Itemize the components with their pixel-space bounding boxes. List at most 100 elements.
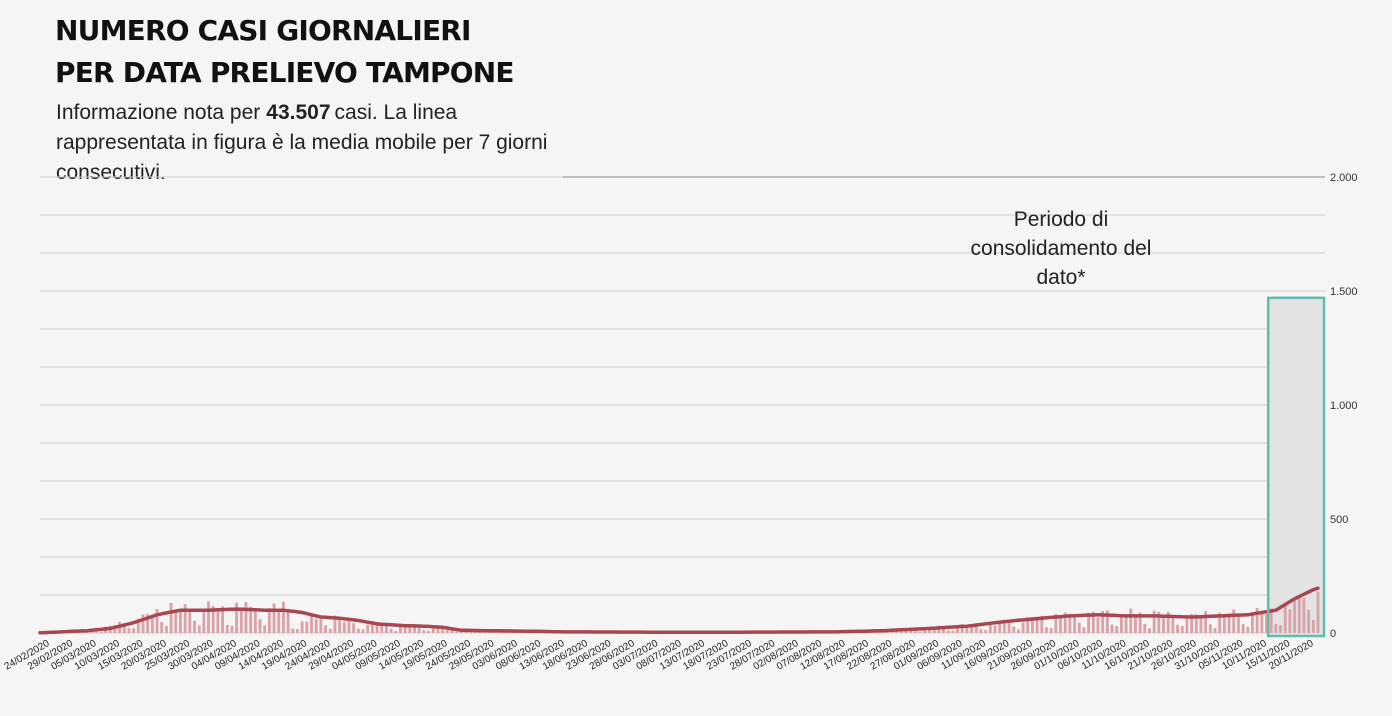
y-tick-label: 0 bbox=[1330, 628, 1336, 640]
daily-bar bbox=[328, 628, 332, 633]
daily-bar bbox=[399, 624, 402, 633]
daily-bar bbox=[1101, 611, 1105, 633]
daily-bar bbox=[1222, 616, 1226, 633]
daily-bar bbox=[492, 632, 496, 633]
daily-bar bbox=[1260, 611, 1264, 633]
daily-bar bbox=[1162, 615, 1165, 633]
daily-bar bbox=[417, 626, 421, 633]
daily-bar bbox=[1190, 614, 1194, 633]
daily-bar bbox=[1016, 629, 1020, 633]
daily-bar bbox=[132, 628, 136, 633]
daily-bar bbox=[1007, 622, 1011, 633]
daily-bar bbox=[932, 627, 936, 633]
daily-bar bbox=[291, 628, 295, 633]
daily-bar bbox=[347, 620, 351, 633]
daily-bar bbox=[1171, 616, 1175, 633]
daily-bar bbox=[1269, 608, 1273, 633]
daily-bar bbox=[296, 629, 299, 633]
daily-bar bbox=[998, 622, 1002, 633]
daily-bar bbox=[1199, 617, 1203, 633]
daily-bar bbox=[207, 601, 210, 633]
daily-bar bbox=[1012, 626, 1016, 633]
chart-subtitle: Informazione nota per 43.507 casi. La line… bbox=[56, 98, 576, 188]
daily-bar bbox=[979, 629, 983, 633]
daily-bar bbox=[1180, 626, 1184, 633]
daily-bar bbox=[1110, 624, 1114, 633]
daily-bar bbox=[1265, 613, 1268, 633]
daily-bar bbox=[1049, 627, 1053, 633]
daily-bar bbox=[1213, 628, 1217, 633]
daily-bar bbox=[183, 604, 187, 633]
daily-bar bbox=[1082, 627, 1086, 633]
daily-bar bbox=[281, 601, 285, 633]
daily-bar bbox=[188, 610, 192, 633]
daily-bar bbox=[422, 630, 426, 633]
daily-bar bbox=[305, 621, 309, 633]
daily-bar bbox=[1138, 612, 1142, 633]
daily-bar bbox=[249, 606, 253, 633]
daily-bar bbox=[141, 614, 145, 633]
daily-bar bbox=[324, 625, 328, 633]
daily-bar bbox=[1204, 611, 1208, 633]
daily-bar bbox=[356, 628, 360, 633]
daily-bar bbox=[314, 618, 318, 633]
daily-bar bbox=[445, 629, 449, 633]
daily-bar bbox=[1157, 611, 1161, 633]
daily-bar bbox=[225, 624, 229, 633]
daily-bar bbox=[239, 608, 243, 633]
daily-bar bbox=[918, 631, 922, 633]
daily-bar bbox=[1283, 603, 1287, 633]
daily-bar bbox=[956, 626, 959, 633]
daily-bar bbox=[1302, 597, 1306, 633]
daily-bar bbox=[960, 624, 964, 633]
daily-bar bbox=[361, 629, 365, 633]
daily-bar bbox=[1194, 614, 1198, 633]
daily-bar bbox=[913, 630, 917, 633]
daily-bar bbox=[286, 608, 290, 633]
daily-bar bbox=[277, 610, 281, 633]
daily-bar bbox=[146, 613, 150, 633]
daily-bar bbox=[1143, 623, 1147, 633]
y-tick-label: 2.000 bbox=[1330, 172, 1358, 184]
daily-bar bbox=[1232, 609, 1236, 633]
daily-bar bbox=[1119, 615, 1123, 633]
y-tick-label: 500 bbox=[1330, 514, 1348, 526]
daily-bar bbox=[122, 623, 126, 633]
daily-bar bbox=[211, 605, 215, 633]
daily-bar bbox=[1124, 614, 1128, 633]
daily-bar bbox=[375, 623, 379, 633]
daily-bar bbox=[1030, 619, 1034, 633]
daily-bar bbox=[174, 612, 178, 633]
daily-bar bbox=[216, 608, 220, 633]
daily-bar bbox=[1227, 613, 1231, 633]
consolidation-annotation: Periodo di consolidamento del dato* bbox=[970, 208, 1152, 289]
daily-bar bbox=[136, 618, 140, 633]
daily-bar bbox=[946, 630, 950, 633]
daily-bar bbox=[951, 630, 955, 633]
daily-bar bbox=[1316, 591, 1320, 633]
daily-bar bbox=[1059, 616, 1062, 633]
daily-bar bbox=[333, 615, 337, 633]
daily-bar bbox=[1166, 611, 1170, 633]
daily-bar bbox=[1241, 623, 1245, 633]
daily-bar bbox=[1087, 612, 1091, 633]
daily-bar bbox=[1208, 624, 1212, 633]
daily-bar bbox=[1152, 610, 1156, 633]
daily-bar bbox=[459, 632, 463, 633]
daily-bar bbox=[1054, 614, 1058, 633]
daily-bar bbox=[1288, 609, 1292, 633]
daily-bar bbox=[984, 630, 988, 633]
daily-bar bbox=[1236, 616, 1240, 633]
daily-bar bbox=[202, 612, 206, 633]
daily-bar bbox=[965, 625, 969, 633]
daily-bar bbox=[1148, 628, 1151, 633]
daily-bar bbox=[338, 616, 342, 633]
daily-bar bbox=[1068, 616, 1072, 633]
daily-bar bbox=[1297, 598, 1301, 633]
daily-bar bbox=[164, 625, 168, 633]
daily-bar bbox=[244, 602, 248, 633]
daily-bar bbox=[197, 625, 201, 633]
daily-bar bbox=[1021, 622, 1025, 633]
daily-bar bbox=[1096, 617, 1100, 633]
